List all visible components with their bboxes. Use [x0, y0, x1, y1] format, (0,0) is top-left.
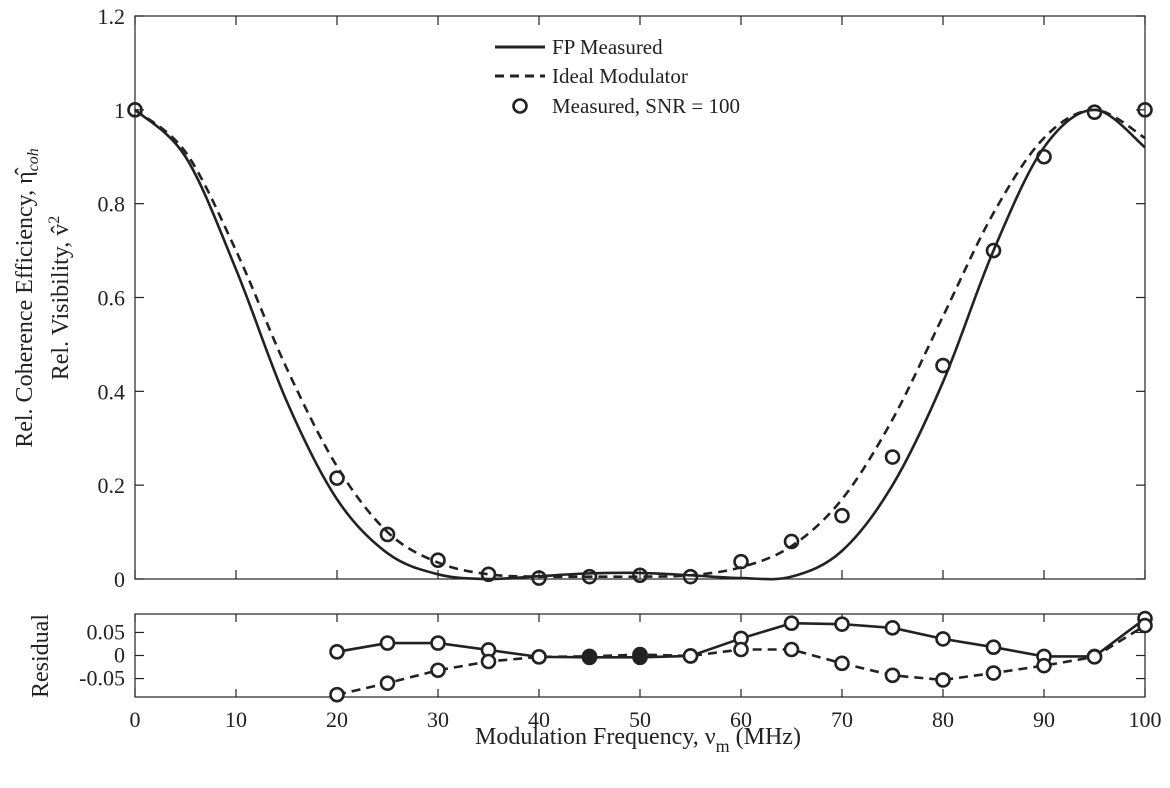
residual-point-ideal [985, 665, 1002, 681]
main-y-label-line2-text: Rel. Visibility, v̂ [48, 224, 74, 381]
measured-point [531, 570, 547, 586]
residual-point-ideal [733, 641, 749, 658]
x-tick-label: 30 [427, 707, 449, 732]
residual-point-fp [783, 615, 800, 632]
main-y-label-line1: Rel. Coherence Efficiency, η̂coh [12, 148, 42, 448]
measured-point [783, 533, 800, 550]
measured-point [430, 552, 446, 569]
measured-point [329, 470, 345, 486]
series-line-ideal-modulator [134, 108, 1146, 579]
residual-y-tick-label: 0.05 [87, 619, 126, 644]
measured-point [1036, 148, 1052, 165]
measured-point [632, 567, 648, 584]
x-tick-label: 90 [1033, 707, 1055, 732]
residual-point-ideal [1086, 649, 1103, 665]
measured-point [733, 553, 749, 570]
x-tick-label: 70 [831, 707, 853, 732]
series-line-fp-measured [134, 108, 1146, 581]
x-axis-label-suffix: (MHz) [730, 724, 801, 750]
residual-point-ideal [783, 641, 800, 658]
x-axis-label-text: Modulation Frequency, ν [475, 724, 716, 750]
residual-point-ideal [329, 686, 345, 703]
measured-point [581, 568, 598, 585]
residual-point-filled [581, 649, 598, 666]
residual-y-tick-label: -0.05 [79, 666, 125, 691]
x-tick-label: 40 [528, 707, 550, 732]
x-axis-label-sub: m [716, 736, 730, 756]
residual-point-ideal [430, 662, 446, 679]
x-tick-label: 50 [629, 707, 651, 732]
measured-point [1137, 102, 1153, 118]
main-y-tick-label: 0 [114, 567, 125, 592]
residual-point-filled [632, 647, 648, 663]
main-y-tick-label: 1.2 [98, 4, 126, 29]
measured-point [127, 102, 143, 118]
residual-point-fp [430, 635, 446, 651]
residual-point-fp [834, 616, 850, 632]
x-tick-label: 100 [1129, 707, 1162, 732]
x-tick-label: 60 [730, 707, 752, 732]
residual-y-tick-label: 0 [114, 643, 125, 668]
main-y-tick-label: 0.6 [98, 286, 126, 311]
x-tick-label: 80 [932, 707, 954, 732]
residual-point-ideal [480, 653, 497, 670]
measured-point [884, 449, 901, 465]
x-tick-label: 10 [225, 707, 247, 732]
legend: FP Measured Ideal Modulator Measured, SN… [495, 35, 740, 118]
residual-point-fp [985, 639, 1002, 656]
measured-point [935, 357, 951, 374]
main-series-group [127, 102, 1153, 586]
residual-point-ideal [935, 672, 951, 688]
main-y-tick-label: 1 [114, 98, 125, 123]
measured-point [480, 566, 497, 583]
legend-label-fp-measured: FP Measured [552, 35, 663, 59]
main-y-tick-label: 0.8 [98, 192, 126, 217]
measured-point [379, 526, 396, 543]
main-y-label-line1-sub: coh [25, 148, 42, 171]
residual-point-ideal [834, 655, 850, 672]
main-y-label-line1-text: Rel. Coherence Efficiency, η̂ [12, 167, 38, 447]
residual-y-label: Residual [28, 614, 54, 698]
legend-label-measured: Measured, SNR = 100 [552, 94, 740, 118]
x-axis-label: Modulation Frequency, νm (MHz) [475, 724, 801, 756]
measured-point [682, 568, 699, 585]
residual-point-fp [935, 631, 951, 647]
measured-point [1086, 104, 1103, 120]
residual-point-ideal [884, 667, 901, 684]
main-y-label-line2: Rel. Visibility, v̂2 [46, 216, 74, 381]
residual-point-fp [884, 620, 901, 636]
residual-series-group [329, 610, 1153, 703]
main-y-label-line2-sup: 2 [46, 216, 63, 224]
main-y-tick-label: 0.2 [98, 473, 126, 498]
measured-point [985, 242, 1002, 259]
measured-point [834, 507, 850, 524]
legend-label-ideal-modulator: Ideal Modulator [552, 64, 688, 88]
residual-point-ideal [682, 648, 699, 664]
main-y-ticks: 0 0.2 0.4 0.6 0.8 1 1.2 [98, 4, 1146, 592]
residual-point-ideal [1137, 617, 1153, 634]
residual-point-ideal [1036, 657, 1052, 674]
x-tick-label: 20 [326, 707, 348, 732]
legend-marker-measured [512, 98, 528, 114]
main-y-tick-label: 0.4 [98, 379, 126, 404]
residual-ticks: 0.050-0.050 10 20 30 40 50 60 70 80 90 100 [79, 614, 1162, 732]
residual-point-ideal [531, 649, 547, 665]
residual-point-ideal [379, 675, 396, 691]
x-tick-label: 0 [130, 707, 141, 732]
residual-point-fp [329, 644, 345, 660]
residual-point-fp [379, 635, 396, 651]
